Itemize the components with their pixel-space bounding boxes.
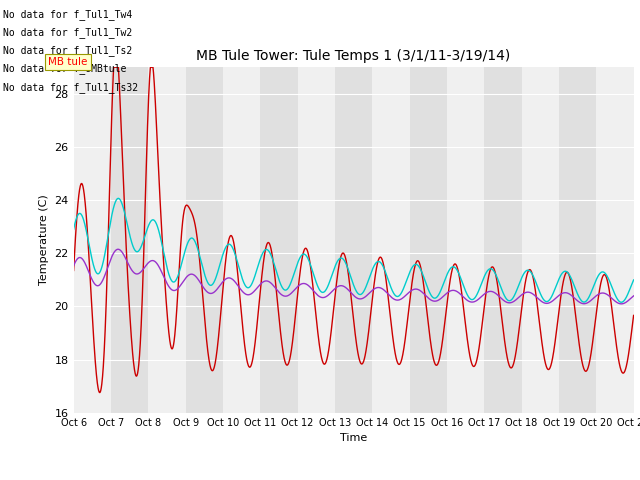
- Text: No data for f_Tul1_Tw4: No data for f_Tul1_Tw4: [3, 9, 132, 20]
- Bar: [260, 67, 298, 413]
- Bar: [335, 67, 372, 413]
- Text: No data for f_Tul1_Ts2: No data for f_Tul1_Ts2: [3, 45, 132, 56]
- Bar: [186, 67, 223, 413]
- Bar: [559, 67, 596, 413]
- Bar: [410, 67, 447, 413]
- Legend: Tul1_Tw+10cm, Tul1_Ts-8cm, Tul1_Ts-16cm: Tul1_Tw+10cm, Tul1_Ts-8cm, Tul1_Ts-16cm: [148, 479, 559, 480]
- Bar: [484, 67, 522, 413]
- Text: No data for f_Tul1_Tw2: No data for f_Tul1_Tw2: [3, 27, 132, 38]
- X-axis label: Time: Time: [340, 433, 367, 443]
- Title: MB Tule Tower: Tule Temps 1 (3/1/11-3/19/14): MB Tule Tower: Tule Temps 1 (3/1/11-3/19…: [196, 49, 511, 63]
- Bar: [111, 67, 148, 413]
- Text: No data for f_Tul1_Ts32: No data for f_Tul1_Ts32: [3, 82, 138, 93]
- Text: MB tule: MB tule: [48, 57, 88, 67]
- Text: No data for f_UMBtule: No data for f_UMBtule: [3, 63, 127, 74]
- Y-axis label: Temperature (C): Temperature (C): [39, 194, 49, 286]
